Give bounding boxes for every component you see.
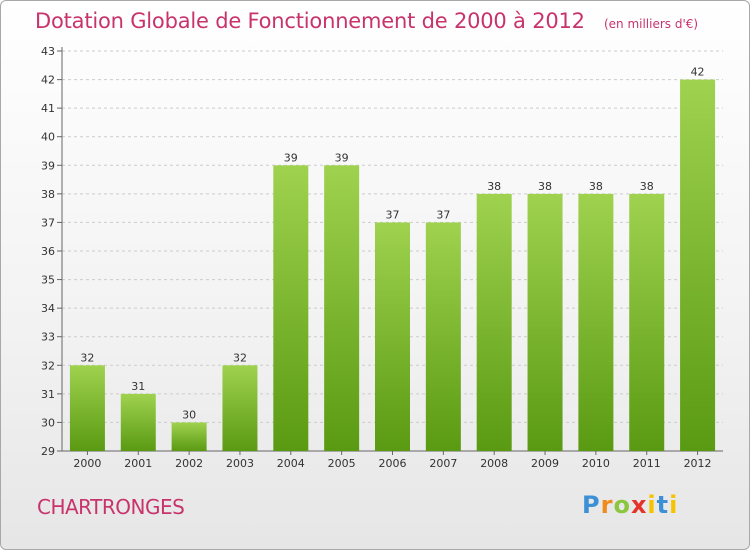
value-label-2007: 37 [436,208,450,221]
value-label-2010: 38 [589,180,603,193]
chart-unit: (en milliers d'€) [603,17,699,31]
bar-2010 [578,193,614,451]
x-tick-label-2003: 2003 [226,457,254,470]
x-tick-label-2000: 2000 [73,457,101,470]
y-tick-label: 41 [41,102,55,115]
x-tick-label-2012: 2012 [684,457,712,470]
value-label-2012: 42 [691,66,705,79]
y-tick-label: 30 [41,416,55,429]
bar-layer [69,79,716,452]
bar-2007 [425,222,461,451]
bar-2006 [375,222,410,451]
y-tick-label: 32 [41,359,55,372]
x-tick-label-2001: 2001 [124,457,152,470]
y-tick-label: 29 [41,445,55,458]
y-tick-label: 33 [41,331,55,344]
bar-2012 [680,79,716,452]
value-label-2003: 32 [233,351,247,364]
value-label-2006: 37 [386,208,400,221]
proxiti-logo: Proxiti [582,491,679,519]
chart-title: Dotation Globale de Fonctionnement de 20… [35,9,585,33]
bar-2011 [629,193,665,451]
commune-name: CHARTRONGES [37,495,185,519]
bar-2001 [120,393,156,451]
y-tick-label: 39 [41,159,55,172]
x-tick-label-2011: 2011 [633,457,661,470]
value-label-2011: 38 [640,180,654,193]
value-label-2005: 39 [335,151,349,164]
value-label-2009: 38 [538,180,552,193]
y-tick-label: 38 [41,188,55,201]
bar-2008 [476,193,512,451]
value-label-2008: 38 [487,180,501,193]
x-tick-label-2006: 2006 [379,457,407,470]
y-tick-label: 37 [41,216,55,229]
y-tick-label: 40 [41,131,55,144]
value-label-2002: 30 [182,408,196,421]
title-row: Dotation Globale de Fonctionnement de 20… [35,9,698,33]
x-tick-label-2010: 2010 [582,457,610,470]
y-tick-label: 43 [41,45,55,58]
x-tick-label-2008: 2008 [480,457,508,470]
y-tick-label: 36 [41,245,55,258]
bar-2000 [69,365,105,451]
bar-2005 [324,165,360,452]
x-tick-label-2002: 2002 [175,457,203,470]
bar-2002 [171,422,207,451]
y-tick-label: 34 [41,302,55,315]
bar-2003 [222,365,258,451]
bar-2009 [527,193,563,451]
value-label-2001: 31 [131,380,145,393]
label-layer: 2000 32 2001 31 2002 30 2003 32 2004 39 2005 39 2006… [73,66,711,470]
x-tick-label-2007: 2007 [429,457,457,470]
x-tick-label-2004: 2004 [277,457,305,470]
bar-2004 [273,165,309,452]
value-label-2000: 32 [80,351,94,364]
value-label-2004: 39 [284,151,298,164]
x-tick-label-2005: 2005 [328,457,356,470]
x-tick-label-2009: 2009 [531,457,559,470]
y-tick-label: 31 [41,388,55,401]
y-tick-label: 35 [41,274,55,287]
y-tick-label: 42 [41,74,55,87]
